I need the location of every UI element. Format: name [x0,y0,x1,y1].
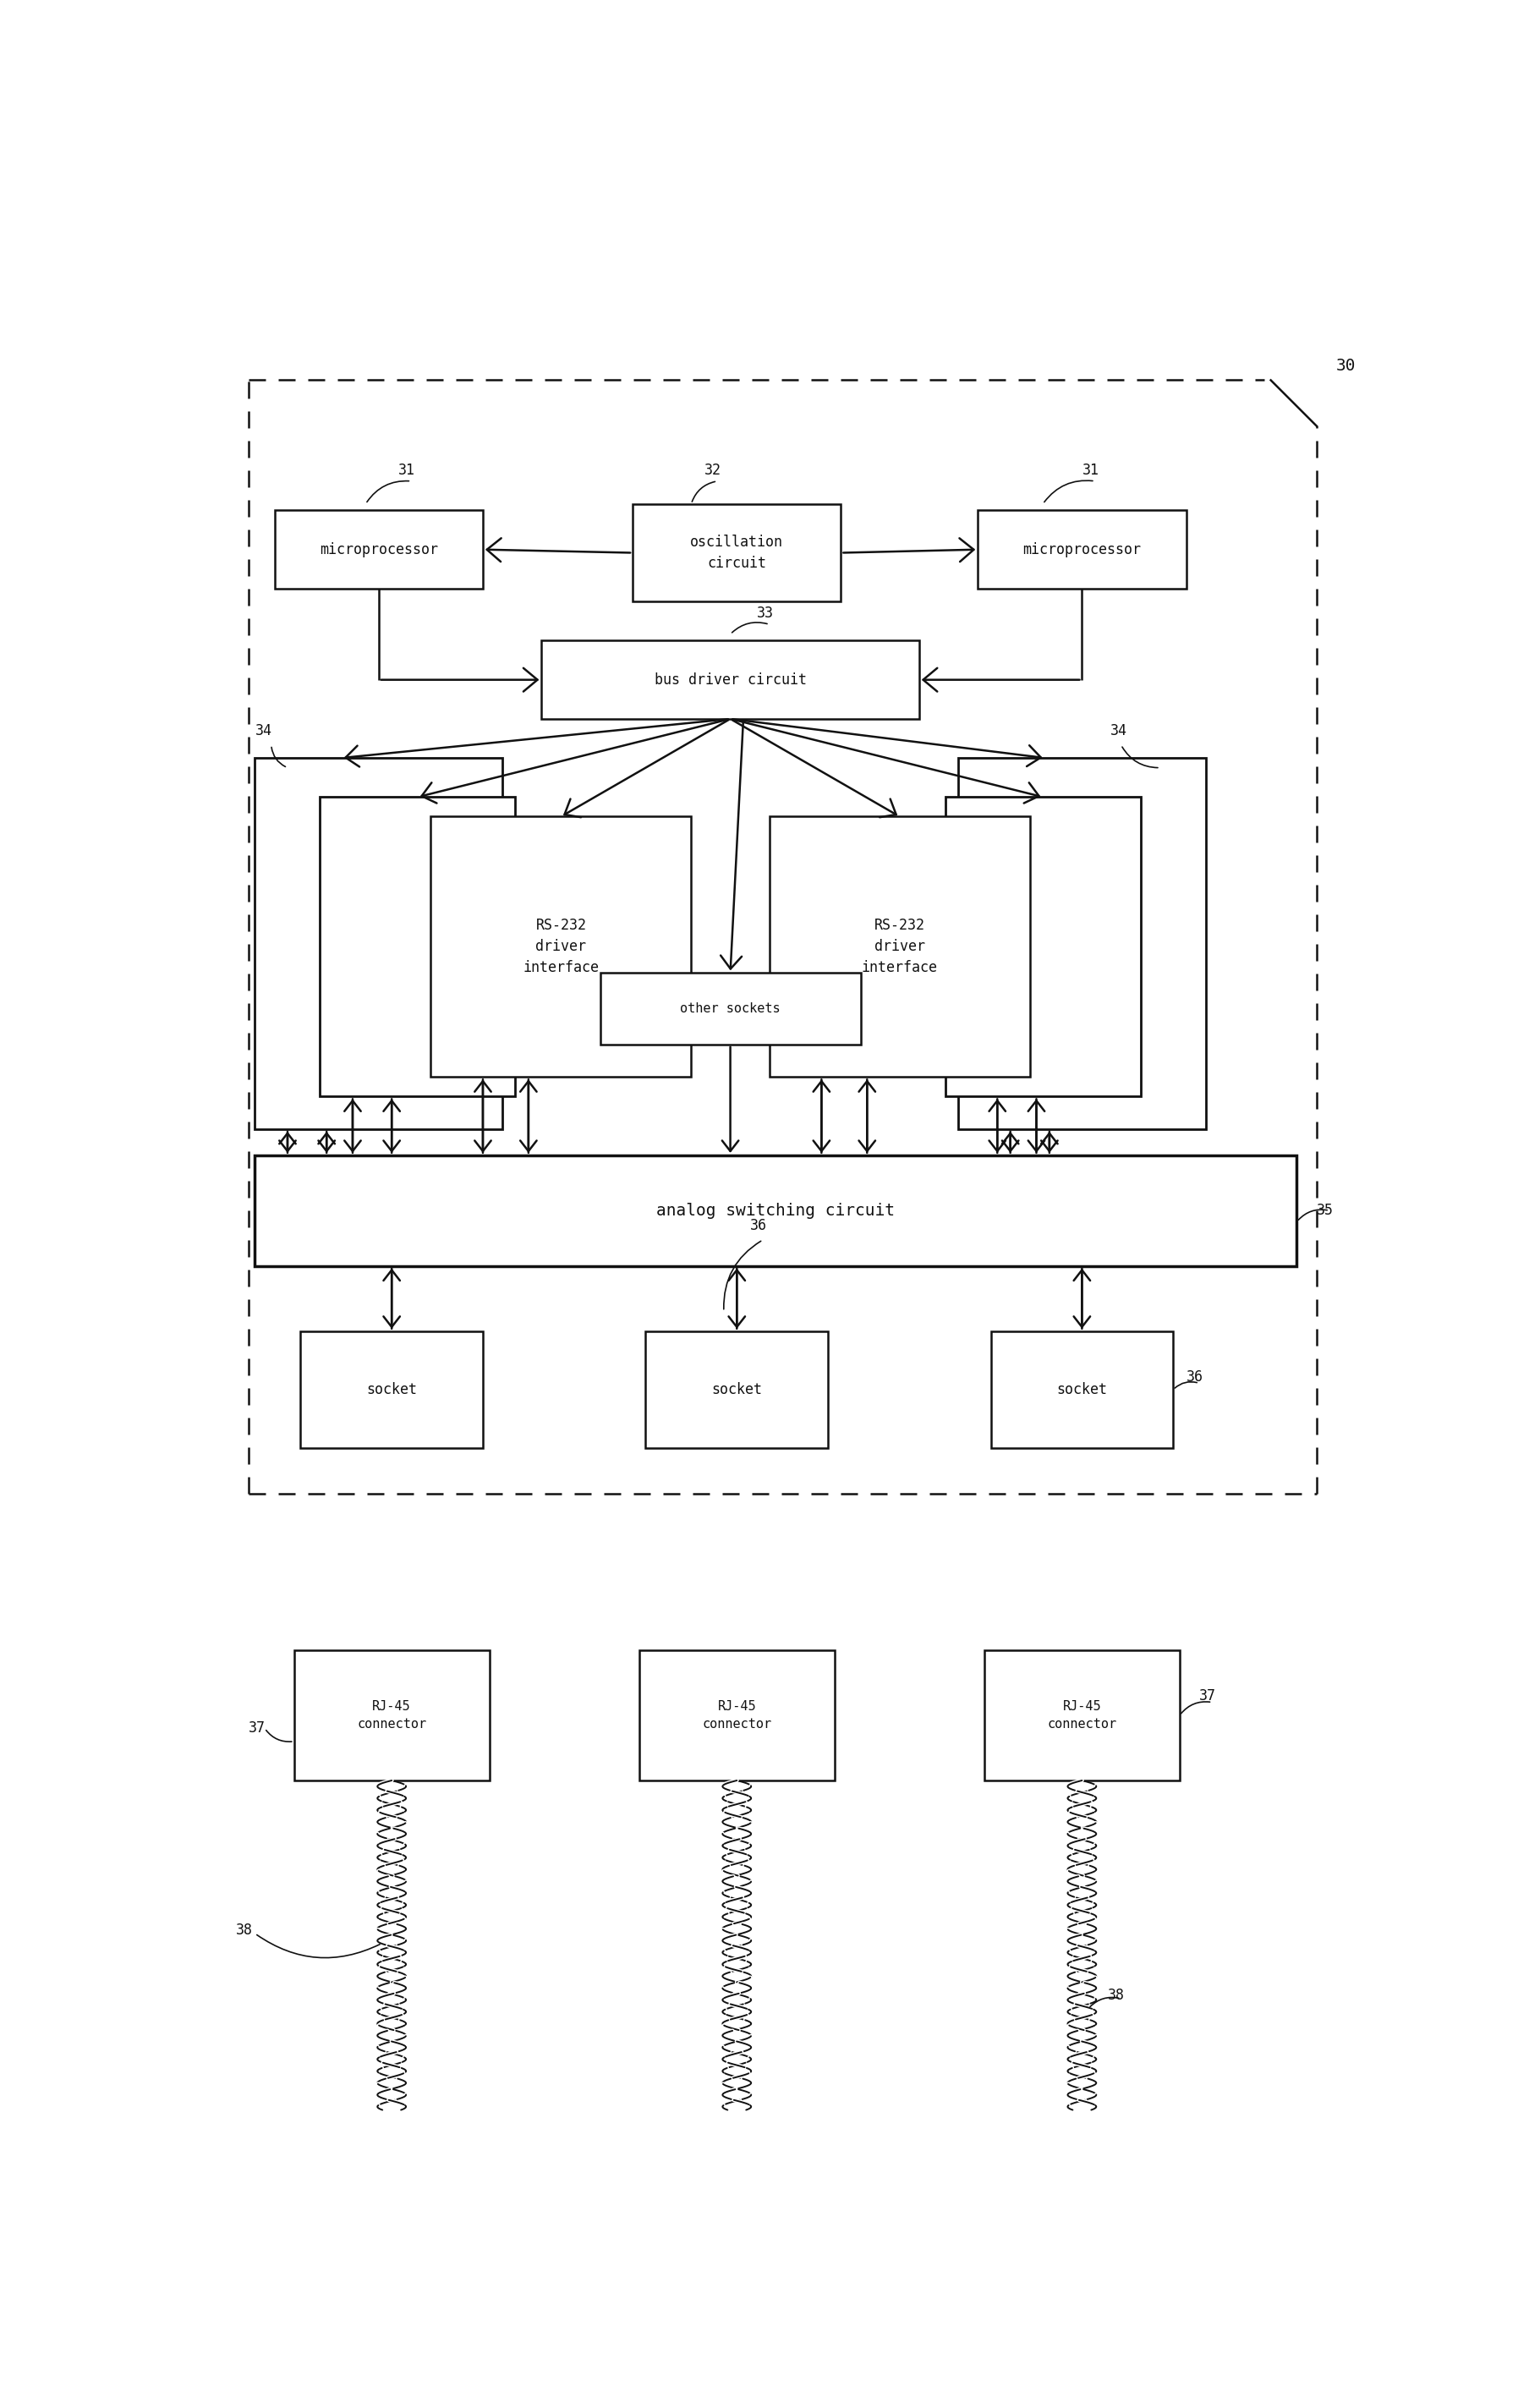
Text: 34: 34 [256,723,273,738]
Bar [958,757,1206,1129]
Bar [256,757,502,1129]
Text: RS-232
driver
interface: RS-232 driver interface [861,918,938,976]
Text: oscillation
circuit: oscillation circuit [690,533,784,572]
Bar [633,505,841,601]
Text: 35: 35 [1317,1204,1334,1218]
Text: 30: 30 [1335,358,1355,375]
Bar [256,1156,1297,1266]
Text: 38: 38 [1107,1987,1124,2004]
Text: 32: 32 [704,464,721,478]
Text: socket: socket [367,1382,417,1396]
Text: 36: 36 [750,1218,767,1233]
Bar [978,509,1186,589]
Text: 36: 36 [1186,1370,1203,1384]
Text: 33: 33 [756,606,773,620]
Text: bus driver circuit: bus driver circuit [654,673,807,687]
Text: 31: 31 [399,464,416,478]
Bar [770,817,1030,1077]
Text: socket: socket [1056,1382,1107,1396]
Bar [639,1651,835,1781]
Text: microprocessor: microprocessor [319,543,437,557]
Bar [300,1331,484,1449]
Text: 37: 37 [248,1721,265,1735]
Text: 38: 38 [236,1922,253,1937]
Text: microprocessor: microprocessor [1023,543,1141,557]
Text: 34: 34 [1110,723,1127,738]
Text: RJ-45
connector: RJ-45 connector [357,1699,427,1730]
Text: socket: socket [711,1382,762,1396]
Bar [990,1331,1173,1449]
Bar [645,1331,829,1449]
Bar [946,798,1141,1096]
Text: other sockets: other sockets [681,1002,781,1014]
Text: RJ-45
connector: RJ-45 connector [702,1699,772,1730]
Text: RS-232
driver
interface: RS-232 driver interface [524,918,599,976]
Bar [984,1651,1180,1781]
Bar [294,1651,490,1781]
Text: analog switching circuit: analog switching circuit [656,1202,895,1218]
Bar [274,509,484,589]
Bar [601,973,861,1045]
Bar [542,642,919,718]
Text: RJ-45
connector: RJ-45 connector [1047,1699,1117,1730]
Bar [320,798,516,1096]
Text: 37: 37 [1200,1689,1217,1704]
Bar [431,817,691,1077]
Text: 31: 31 [1083,464,1100,478]
